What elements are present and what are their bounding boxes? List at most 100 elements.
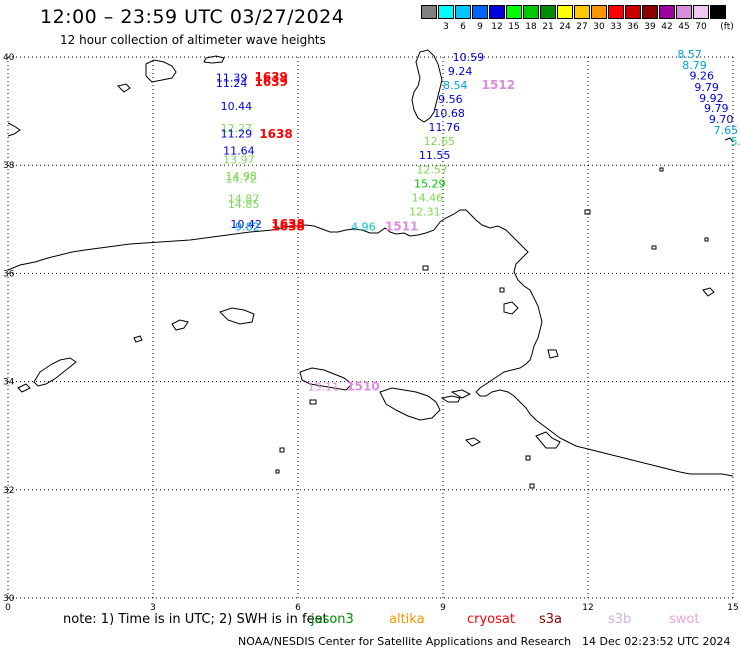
chott-fedjadj [440, 395, 461, 403]
satellite-pass-label: 1639 [255, 70, 288, 84]
legend-satellite-cryosat: cryosat [467, 612, 515, 627]
malta-island [702, 287, 715, 297]
wave-height-value: 10.44 [221, 100, 253, 113]
longitude-tick-label: 15 [727, 603, 738, 613]
coastline-layer [7, 49, 734, 489]
sardinia-coastline [411, 49, 443, 123]
wave-height-value: 9.92 [699, 92, 724, 105]
colorbar-swatch [659, 5, 675, 19]
latitude-tick-label: 34 [3, 378, 15, 388]
satellite-pass-label: 1639 [255, 75, 288, 89]
chott-hodna [219, 307, 255, 325]
wave-height-value: 11.29 [221, 128, 253, 141]
colorbar-swatch [506, 5, 522, 19]
wave-height-value: 8.57 [677, 48, 702, 61]
longitude-tick-label: 0 [5, 603, 11, 613]
wave-height-value: 4.96 [351, 221, 376, 234]
wave-height-value: 10.59 [453, 51, 485, 64]
longitude-tick-label: 3 [150, 603, 156, 613]
colorbar-swatch [472, 5, 488, 19]
colorbar-label: 33 [610, 22, 622, 32]
legend-satellite-swot: swot [669, 612, 700, 627]
colorbar-swatch [591, 5, 607, 19]
wave-height-value: 13.97 [223, 154, 255, 167]
lake-small-1 [450, 389, 472, 399]
latitude-tick-label: 40 [3, 53, 15, 63]
colorbar-label: 70 [695, 22, 707, 32]
satellite-pass-label: 1638 [259, 127, 292, 141]
colorbar-label: 15 [508, 22, 520, 32]
wave-height-value: 14.87 [228, 193, 260, 206]
colorbar-swatch [557, 5, 573, 19]
colorbar-label: 6 [460, 22, 466, 32]
ibiza-coastline [117, 83, 131, 93]
wave-height-value: 9.70 [709, 113, 734, 126]
wave-height-value: 13.11 [308, 380, 340, 393]
wave-height-value: 12.65 [424, 135, 456, 148]
colorbar-swatch [608, 5, 624, 19]
spain-coastline [7, 122, 21, 137]
legend-satellite-altika: altika [389, 612, 425, 627]
colorbar-swatch [438, 5, 454, 19]
wave-height-value: 8.79 [682, 59, 707, 72]
wave-height-observations: 10.599.248.549.5610.6811.7612.6511.5512.… [216, 48, 740, 393]
galite-island [422, 265, 429, 271]
wave-height-value: 8.54 [443, 79, 468, 92]
lake-small-5 [17, 383, 31, 393]
djerba-island [547, 349, 559, 359]
wave-height-value: 9.24 [448, 65, 473, 78]
colorbar-label: 24 [559, 22, 571, 32]
wave-height-value: 7.65 [714, 124, 739, 137]
wave-height-value: 9.79 [694, 81, 719, 94]
longitude-tick-label: 6 [295, 603, 301, 613]
lake-small-6 [465, 437, 481, 447]
latitude-tick-label: 36 [3, 269, 15, 279]
colorbar-label: 42 [661, 22, 673, 32]
satellite-pass-label: 1511 [385, 220, 418, 234]
mallorca-coastline [145, 59, 177, 83]
longitude-tick-label: 12 [582, 603, 593, 613]
colorbar-label: 27 [576, 22, 588, 32]
wave-height-value: 11.76 [429, 121, 461, 134]
wave-height-value: 11.39 [216, 71, 248, 84]
colorbar-label: 18 [525, 22, 537, 32]
colorbar-swatch [625, 5, 641, 19]
lampedusa-island [651, 245, 657, 250]
colorbar-swatch [710, 5, 726, 19]
wave-height-value: 12.31 [409, 206, 441, 219]
colorbar-swatch [455, 5, 471, 19]
colorbar-swatch [574, 5, 590, 19]
latitude-tick-label: 32 [3, 486, 14, 496]
colorbar-unit: (ft) [720, 22, 734, 32]
lake-small-12 [309, 399, 317, 405]
egadi-islands [659, 167, 664, 172]
colorbar-label: 9 [477, 22, 483, 32]
satellite-pass-label: 1638 [271, 217, 304, 231]
colorbar-swatch [693, 5, 709, 19]
sicily-coastline [724, 137, 734, 143]
lake-small-11 [529, 483, 535, 489]
satellite-pass-label: 1512 [482, 78, 515, 92]
lake-small-2 [171, 319, 189, 331]
colorbar-swatch [421, 5, 437, 19]
colorbar-label: 45 [678, 22, 690, 32]
latitude-tick-label: 30 [3, 594, 15, 604]
wave-height-value: 14.98 [226, 170, 258, 183]
legend-note: note: 1) Time is in UTC; 2) SWH is in fe… [63, 612, 328, 627]
wave-height-value: 11.24 [216, 77, 248, 90]
map-subtitle: 12 hour collection of altimeter wave hei… [60, 33, 326, 47]
colorbar-label: 3 [443, 22, 449, 32]
lake-small-4 [33, 357, 77, 387]
credit-text: NOAA/NESDIS Center for Satellite Applica… [238, 635, 572, 648]
wave-height-value: 14.85 [228, 198, 260, 211]
linosa-island [704, 237, 709, 242]
lake-small-3 [133, 335, 143, 343]
wave-height-value: 9.82 [235, 221, 260, 234]
timestamp-text: 14 Dec 02:23:52 UTC 2024 [582, 635, 731, 648]
kerkennah-islands [503, 301, 519, 315]
zembra-island [499, 287, 505, 293]
colorbar-label: 30 [593, 22, 605, 32]
